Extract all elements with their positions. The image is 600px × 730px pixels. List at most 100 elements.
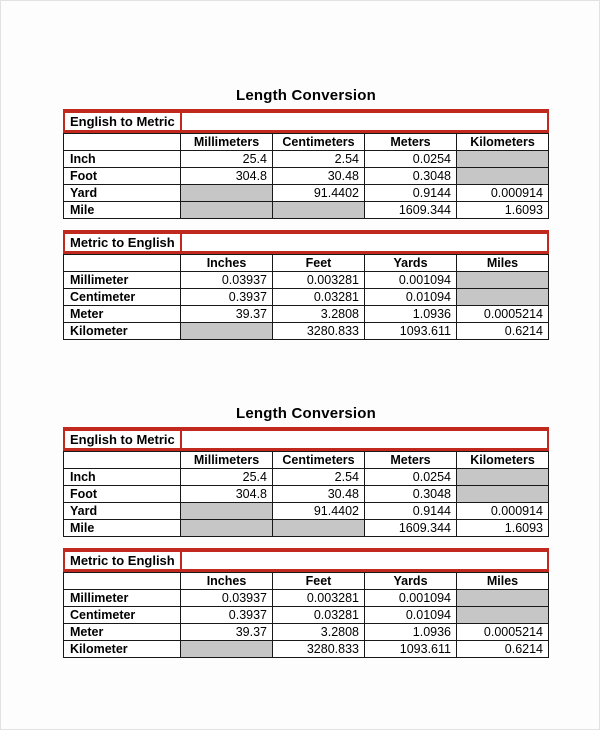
value-cell: 1.0936 — [364, 305, 457, 323]
value-cell: 0.3048 — [364, 167, 457, 185]
row-label: Centimeter — [63, 606, 181, 624]
empty-cell — [456, 468, 549, 486]
table-row: Yard 91.4402 0.9144 0.000914 — [63, 184, 549, 202]
empty-cell — [180, 322, 273, 340]
band-label: English to Metric — [65, 113, 182, 130]
value-cell: 0.01094 — [364, 606, 457, 624]
table-row: Inch 25.4 2.54 0.0254 — [63, 150, 549, 168]
value-cell: 0.003281 — [272, 271, 365, 289]
english-to-metric-band: English to Metric — [63, 427, 549, 451]
header-row: Inches Feet Yards Miles — [63, 572, 549, 590]
value-cell: 0.01094 — [364, 288, 457, 306]
row-label: Centimeter — [63, 288, 181, 306]
column-header: Yards — [364, 572, 457, 590]
value-cell: 30.48 — [272, 167, 365, 185]
value-cell: 0.0254 — [364, 150, 457, 168]
value-cell: 304.8 — [180, 485, 273, 503]
column-header: Inches — [180, 572, 273, 590]
table-row: Mile 1609.344 1.6093 — [63, 201, 549, 219]
column-header: Miles — [456, 572, 549, 590]
row-label: Foot — [63, 167, 181, 185]
value-cell: 30.48 — [272, 485, 365, 503]
empty-cell — [456, 485, 549, 503]
english-to-metric-table: Millimeters Centimeters Meters Kilometers In… — [63, 133, 549, 219]
english-to-metric-table: Millimeters Centimeters Meters Kilometers In… — [63, 451, 549, 537]
row-label: Mile — [63, 201, 181, 219]
table-row: Meter 39.37 3.2808 1.0936 0.0005214 — [63, 305, 549, 323]
band-fill — [182, 431, 547, 448]
empty-cell — [180, 502, 273, 520]
value-cell: 0.0005214 — [456, 305, 549, 323]
value-cell: 2.54 — [272, 468, 365, 486]
row-label-header — [63, 254, 181, 272]
empty-cell — [180, 184, 273, 202]
value-cell: 304.8 — [180, 167, 273, 185]
column-header: Millimeters — [180, 451, 273, 469]
value-cell: 0.000914 — [456, 502, 549, 520]
column-header: Miles — [456, 254, 549, 272]
metric-to-english-table: Inches Feet Yards Miles Millimeter 0.03937 0.0… — [63, 254, 549, 340]
row-label: Yard — [63, 502, 181, 520]
value-cell: 0.03281 — [272, 288, 365, 306]
value-cell: 0.3937 — [180, 606, 273, 624]
table-row: Millimeter 0.03937 0.003281 0.001094 — [63, 589, 549, 607]
value-cell: 1.0936 — [364, 623, 457, 641]
value-cell: 0.6214 — [456, 640, 549, 658]
value-cell: 0.001094 — [364, 589, 457, 607]
value-cell: 0.0005214 — [456, 623, 549, 641]
table-row: Centimeter 0.3937 0.03281 0.01094 — [63, 288, 549, 306]
row-label: Inch — [63, 468, 181, 486]
value-cell: 91.4402 — [272, 184, 365, 202]
conversion-section-2: Length Conversion English to Metric Mill… — [63, 405, 549, 658]
value-cell: 1609.344 — [364, 201, 457, 219]
band-fill — [182, 234, 547, 251]
row-label-header — [63, 572, 181, 590]
row-label: Millimeter — [63, 589, 181, 607]
empty-cell — [272, 201, 365, 219]
row-label: Meter — [63, 623, 181, 641]
table-row: Kilometer 3280.833 1093.611 0.6214 — [63, 322, 549, 340]
value-cell: 3.2808 — [272, 623, 365, 641]
value-cell: 0.9144 — [364, 184, 457, 202]
band-label: Metric to English — [65, 552, 182, 569]
empty-cell — [180, 519, 273, 537]
band-fill — [182, 552, 547, 569]
band-label: English to Metric — [65, 431, 182, 448]
table-row: Foot 304.8 30.48 0.3048 — [63, 167, 549, 185]
column-header: Meters — [364, 451, 457, 469]
value-cell: 1.6093 — [456, 519, 549, 537]
row-label: Mile — [63, 519, 181, 537]
value-cell: 0.3048 — [364, 485, 457, 503]
column-header: Kilometers — [456, 451, 549, 469]
metric-to-english-band: Metric to English — [63, 230, 549, 254]
value-cell: 0.03937 — [180, 589, 273, 607]
empty-cell — [180, 201, 273, 219]
header-row: Millimeters Centimeters Meters Kilometers — [63, 451, 549, 469]
empty-cell — [456, 271, 549, 289]
value-cell: 0.000914 — [456, 184, 549, 202]
header-row: Millimeters Centimeters Meters Kilometers — [63, 133, 549, 151]
value-cell: 1609.344 — [364, 519, 457, 537]
empty-cell — [456, 606, 549, 624]
column-header: Feet — [272, 572, 365, 590]
column-header: Meters — [364, 133, 457, 151]
value-cell: 91.4402 — [272, 502, 365, 520]
value-cell: 2.54 — [272, 150, 365, 168]
empty-cell — [180, 640, 273, 658]
column-header: Centimeters — [272, 133, 365, 151]
conversion-section-1: Length Conversion English to Metric Mill… — [63, 87, 549, 340]
value-cell: 0.001094 — [364, 271, 457, 289]
value-cell: 25.4 — [180, 150, 273, 168]
row-label: Foot — [63, 485, 181, 503]
header-row: Inches Feet Yards Miles — [63, 254, 549, 272]
page-title: Length Conversion — [235, 405, 377, 422]
value-cell: 25.4 — [180, 468, 273, 486]
value-cell: 0.03937 — [180, 271, 273, 289]
metric-to-english-band: Metric to English — [63, 548, 549, 572]
value-cell: 0.003281 — [272, 589, 365, 607]
table-row: Meter 39.37 3.2808 1.0936 0.0005214 — [63, 623, 549, 641]
table-row: Millimeter 0.03937 0.003281 0.001094 — [63, 271, 549, 289]
band-label: Metric to English — [65, 234, 182, 251]
table-row: Yard 91.4402 0.9144 0.000914 — [63, 502, 549, 520]
value-cell: 3280.833 — [272, 640, 365, 658]
